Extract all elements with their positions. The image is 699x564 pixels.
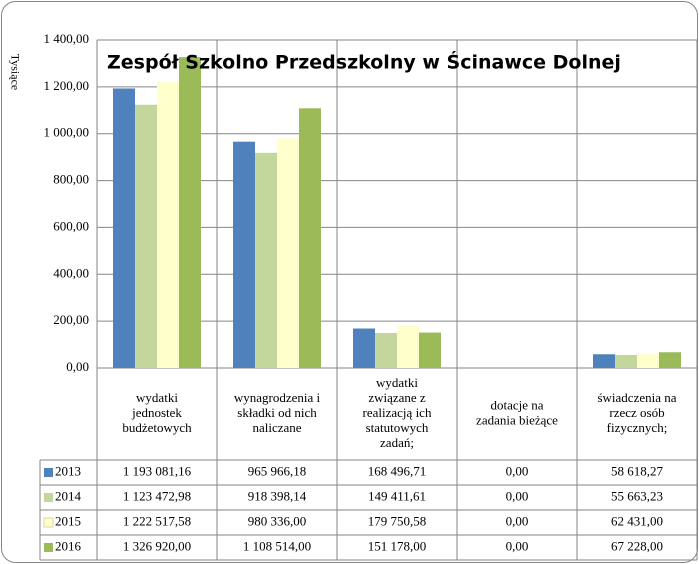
table-value: 1 222 517,58 xyxy=(123,513,191,528)
y-tick-label: 800,00 xyxy=(53,172,89,187)
category-label: świadczenia na rzecz osób fizycznych; xyxy=(597,390,676,435)
bar xyxy=(593,354,615,368)
table-value: 965 966,18 xyxy=(248,463,307,478)
legend-key xyxy=(43,517,54,528)
y-tick-label: 1 400,00 xyxy=(44,31,90,46)
y-tick-label: 1 200,00 xyxy=(44,78,90,93)
legend-key xyxy=(44,543,53,552)
table-value: 151 178,00 xyxy=(368,538,427,553)
category-label: dotacje na zadania bieżące xyxy=(476,397,558,427)
legend-label: 2016 xyxy=(55,538,82,553)
legend-key xyxy=(44,468,53,477)
category-label: wydatki związane z realizacją ich statutowy… xyxy=(363,375,432,450)
table-value: 62 431,00 xyxy=(611,513,663,528)
table-value: 0,00 xyxy=(506,488,529,503)
chart-title: Zespół Szkolno Przedszkolny w Ścinawce D… xyxy=(107,50,621,74)
table-value: 168 496,71 xyxy=(368,463,427,478)
y-tick-label: 200,00 xyxy=(53,312,89,327)
table-value: 1 326 920,00 xyxy=(123,538,191,553)
bar xyxy=(135,104,157,369)
legend-key xyxy=(44,493,53,502)
bar xyxy=(299,108,321,368)
table-value: 980 336,00 xyxy=(248,513,307,528)
bar xyxy=(419,332,441,368)
bar xyxy=(179,57,201,368)
y-tick-label: 0,00 xyxy=(66,359,89,374)
bar xyxy=(233,141,255,368)
bar xyxy=(397,325,419,368)
table-value: 149 411,61 xyxy=(368,488,426,503)
y-tick-label: 400,00 xyxy=(53,265,89,280)
bar xyxy=(637,353,659,368)
category-label: wynagrodzenia i składki od nich naliczane xyxy=(234,390,321,435)
table-value: 1 108 514,00 xyxy=(243,538,311,553)
table-value: 67 228,00 xyxy=(611,538,663,553)
y-axis-label: Tysiące xyxy=(8,54,22,90)
bar xyxy=(615,354,637,368)
table-value: 58 618,27 xyxy=(611,463,664,478)
y-tick-label: 1 000,00 xyxy=(44,125,90,140)
legend-label: 2014 xyxy=(55,488,82,503)
table-value: 918 398,14 xyxy=(248,488,307,503)
table-value: 0,00 xyxy=(506,513,529,528)
bar xyxy=(375,332,397,368)
table-value: 1 193 081,16 xyxy=(123,463,192,478)
table-value: 0,00 xyxy=(506,463,529,478)
table-value: 55 663,23 xyxy=(611,488,663,503)
table-value: 179 750,58 xyxy=(368,513,427,528)
category-label: wydatki jednostek budżetowych xyxy=(122,390,192,435)
bar xyxy=(353,328,375,368)
bar xyxy=(277,138,299,368)
bar xyxy=(113,88,135,369)
table-value: 0,00 xyxy=(506,538,529,553)
bar xyxy=(157,81,179,368)
bar xyxy=(659,352,681,368)
legend-label: 2015 xyxy=(55,513,81,528)
legend-label: 2013 xyxy=(55,463,81,478)
table-value: 1 123 472,98 xyxy=(123,488,191,503)
y-tick-label: 600,00 xyxy=(53,218,89,233)
bar xyxy=(255,152,277,368)
